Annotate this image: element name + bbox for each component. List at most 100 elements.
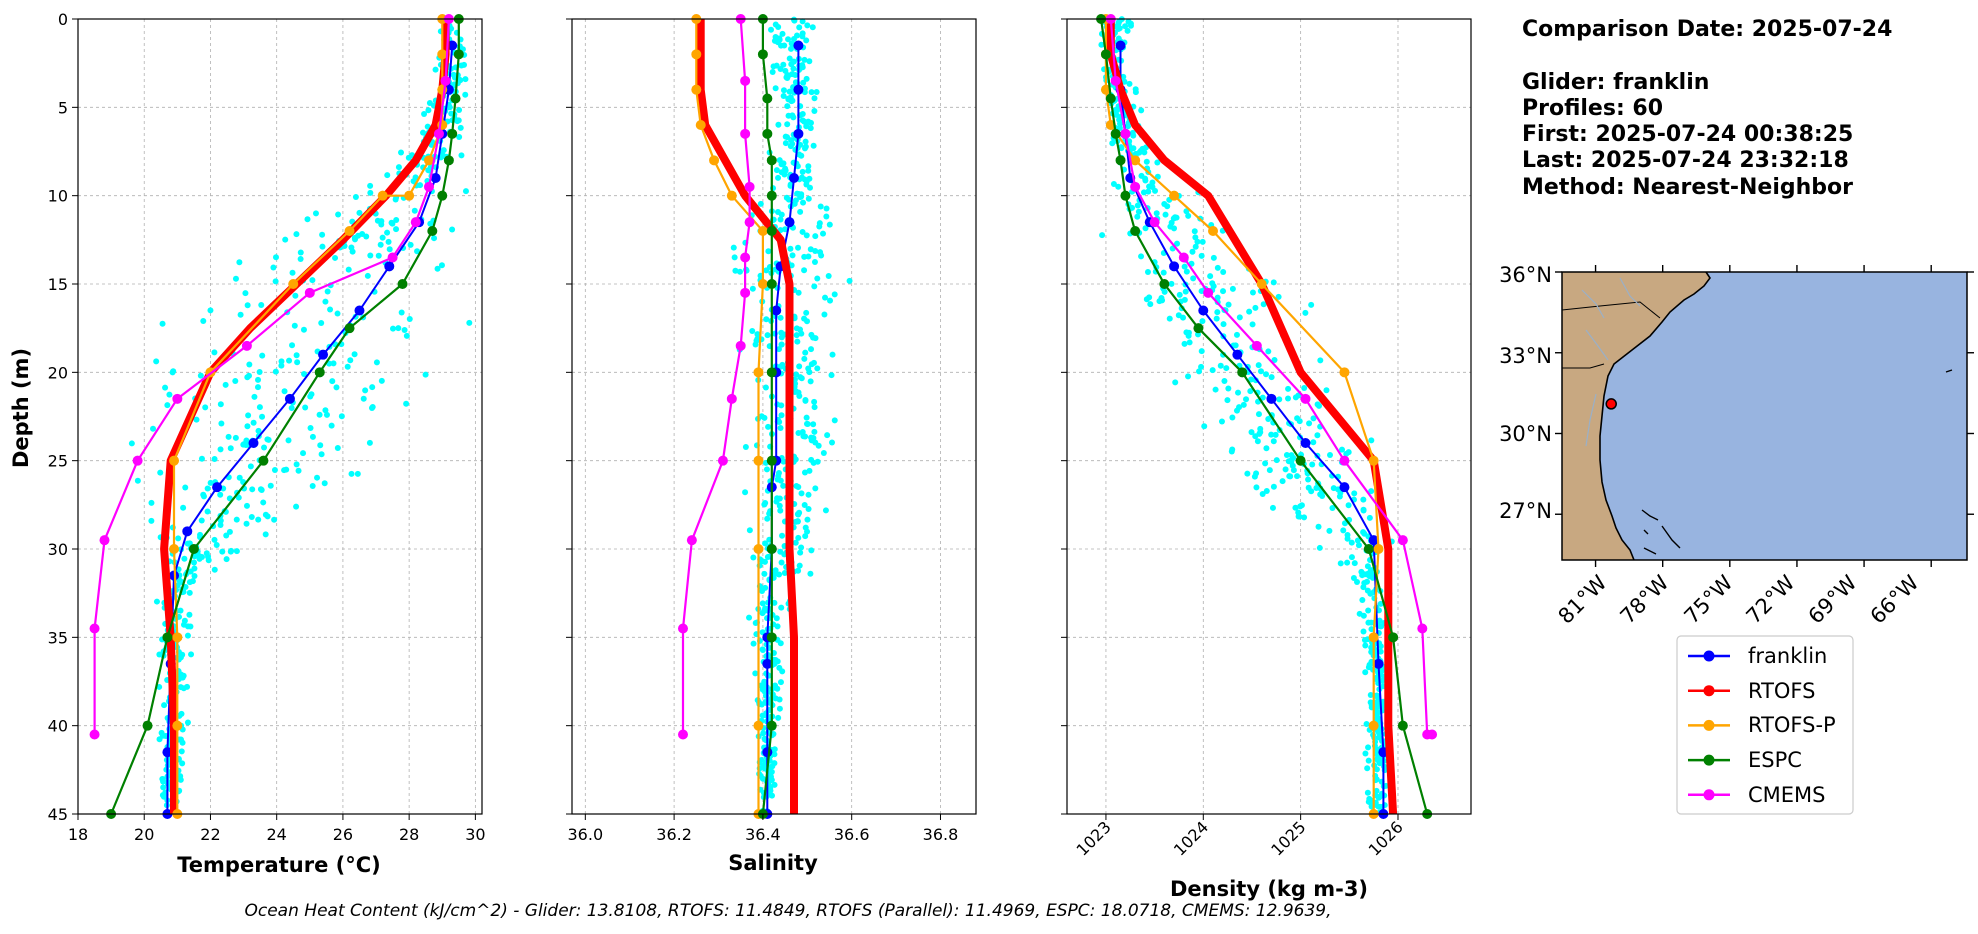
glider-point <box>1379 677 1386 684</box>
glider-point <box>808 346 815 353</box>
glider-point <box>814 365 821 372</box>
glider-point <box>1351 490 1358 497</box>
glider-point <box>272 254 279 261</box>
glider-point <box>1268 431 1275 438</box>
glider-point <box>427 220 434 227</box>
glider-point <box>244 302 251 309</box>
glider-point <box>1275 293 1282 300</box>
glider-point <box>1117 120 1124 127</box>
glider-point <box>1229 446 1236 453</box>
glider-point <box>386 246 393 253</box>
series-point <box>1397 535 1408 546</box>
glider-point <box>1199 238 1206 245</box>
glider-point <box>1269 504 1276 511</box>
glider-point <box>1218 418 1225 425</box>
glider-point <box>799 18 806 25</box>
series-point <box>172 720 183 731</box>
glider-point <box>752 341 759 348</box>
glider-point <box>367 189 374 196</box>
glider-position-dot <box>1605 398 1617 410</box>
glider-point <box>193 416 200 423</box>
map-ticks <box>1555 265 1974 567</box>
glider-point <box>1190 275 1197 282</box>
glider-point <box>777 216 784 223</box>
glider-point <box>1365 744 1372 751</box>
glider-point <box>327 306 334 313</box>
glider-point <box>317 442 324 449</box>
glider-point <box>150 425 157 432</box>
glider-point <box>1257 425 1264 432</box>
series-point <box>735 340 746 351</box>
glider-point <box>769 68 776 75</box>
glider-point <box>1122 23 1129 30</box>
glider-point <box>773 615 780 622</box>
glider-point <box>1243 396 1250 403</box>
glider-point <box>202 404 209 411</box>
glider-point <box>1166 315 1173 322</box>
glider-point <box>1368 437 1375 444</box>
glider-point <box>278 358 285 365</box>
glider-point <box>799 168 806 175</box>
glider-point <box>812 233 819 240</box>
glider-point <box>1373 787 1380 794</box>
glider-point <box>778 604 785 611</box>
glider-point <box>774 39 781 46</box>
glider-point <box>456 133 463 140</box>
glider-point <box>1364 765 1371 772</box>
series-line-rtofs-p <box>1104 19 1380 814</box>
glider-point <box>780 87 787 94</box>
glider-point <box>260 499 267 506</box>
glider-point <box>811 283 818 290</box>
series-point <box>757 49 768 60</box>
series-point <box>344 323 355 334</box>
series-point <box>1237 367 1248 378</box>
glider-point <box>758 682 765 689</box>
glider-point <box>243 520 250 527</box>
glider-point <box>808 89 815 96</box>
glider-point <box>805 167 812 174</box>
series-point <box>1339 367 1350 378</box>
glider-point <box>1314 432 1321 439</box>
glider-point <box>775 23 782 30</box>
glider-point <box>781 570 788 577</box>
glider-point <box>1185 373 1192 380</box>
glider-point <box>272 278 279 285</box>
series-point <box>1300 438 1311 448</box>
glider-point <box>759 646 766 653</box>
series-point <box>740 128 751 139</box>
glider-point <box>776 705 783 712</box>
x-tick-label: 36.6 <box>834 825 870 844</box>
glider-point <box>175 535 182 542</box>
legend-label-cmems: CMEMS <box>1748 783 1826 807</box>
glider-point <box>323 411 330 418</box>
glider-point <box>421 110 428 117</box>
map-frame <box>1561 271 1968 561</box>
glider-point <box>1244 470 1251 477</box>
glider-point <box>1295 513 1302 520</box>
series-point <box>1373 544 1384 554</box>
glider-point <box>1337 560 1344 567</box>
glider-point <box>1214 294 1221 301</box>
glider-point <box>1279 478 1286 485</box>
glider-point <box>1302 309 1309 316</box>
legend-box <box>1676 635 1854 815</box>
first-time: First: 2025-07-24 00:38:25 <box>1522 122 1853 147</box>
glider-point <box>1183 268 1190 275</box>
glider-point <box>461 61 468 68</box>
glider-point <box>200 493 207 500</box>
legend-swatch-marker <box>1703 789 1715 801</box>
glider-point <box>811 108 818 115</box>
glider-point <box>1315 523 1322 530</box>
glider-point <box>198 455 205 462</box>
glider-point <box>808 437 815 444</box>
glider-point <box>820 449 827 456</box>
glider-point <box>1196 368 1203 375</box>
glider-point <box>292 292 299 299</box>
glider-point <box>235 494 242 501</box>
glider-point <box>807 125 814 132</box>
series-point <box>1115 40 1126 51</box>
glider-point <box>180 504 187 511</box>
glider-point <box>1317 491 1324 498</box>
glider-point <box>1220 288 1227 295</box>
series-point <box>384 261 395 272</box>
